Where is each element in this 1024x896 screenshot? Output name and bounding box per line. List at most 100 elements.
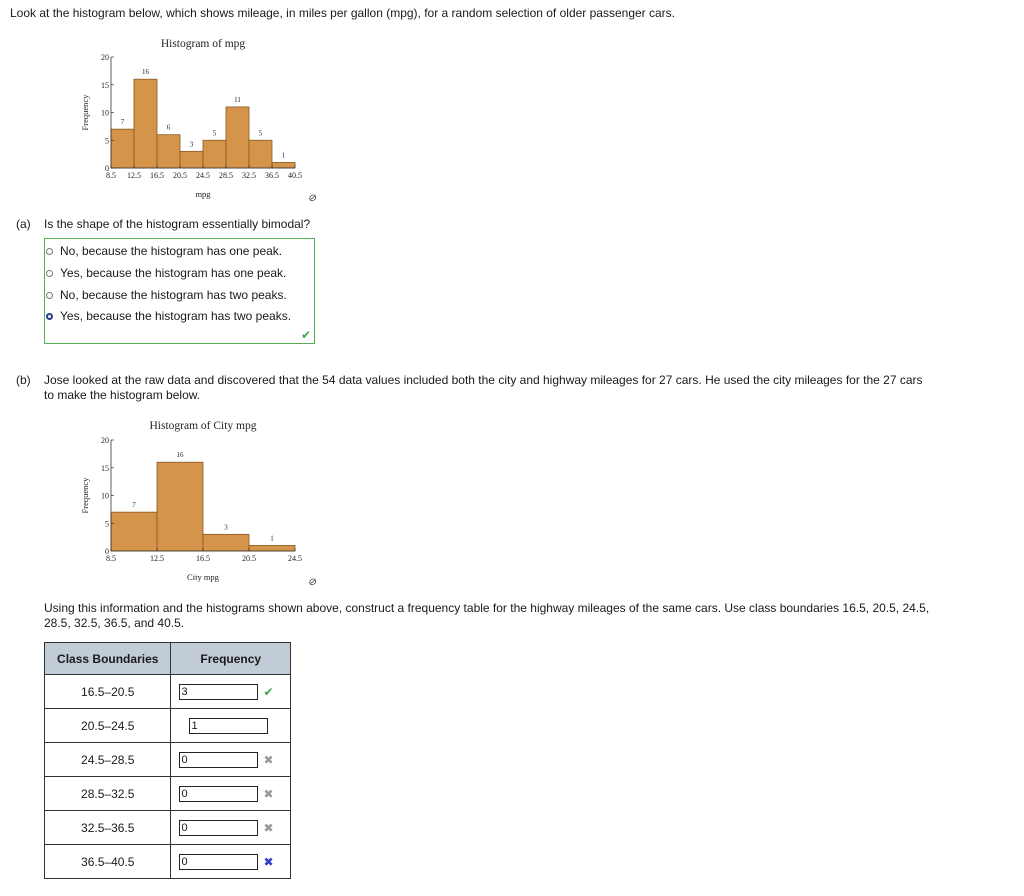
- x-tick-label: 12.5: [150, 554, 164, 563]
- frequency-input[interactable]: 1: [189, 718, 269, 734]
- y-axis-label: Frequency: [80, 477, 90, 514]
- intro-text: Look at the histogram below, which shows…: [10, 6, 675, 20]
- bar-value-label: 3: [224, 523, 228, 531]
- class-boundary-cell: 20.5–24.5: [43, 708, 172, 743]
- x-tick-label: 36.5: [265, 171, 279, 180]
- x-tick-label: 16.5: [196, 554, 210, 563]
- check-icon: ✔: [263, 685, 274, 699]
- x-tick-label: 24.5: [288, 554, 302, 563]
- option-label: Yes, because the histogram has one peak.: [60, 266, 287, 280]
- header-frequency: Frequency: [170, 642, 291, 675]
- x-tick-label: 16.5: [150, 171, 164, 180]
- chart-title: Histogram of City mpg: [149, 420, 256, 432]
- x-tick-label: 40.5: [288, 171, 302, 180]
- x-icon: ✖: [263, 787, 274, 801]
- frequency-cell: 1: [170, 708, 291, 743]
- bar-value-label: 6: [167, 124, 171, 132]
- bar-value-label: 5: [259, 129, 263, 137]
- bar-value-label: 1: [270, 534, 274, 542]
- option-yes-two-peaks[interactable]: Yes, because the histogram has two peaks…: [46, 307, 291, 325]
- y-tick-label: 0: [105, 164, 109, 173]
- frequency-cell: 3 ✔: [170, 674, 291, 709]
- radio-button[interactable]: [46, 269, 53, 277]
- histogram-bar: [202, 533, 250, 552]
- part-a-label: (a): [16, 217, 31, 231]
- info-icon[interactable]: ⊘: [307, 193, 317, 204]
- frequency-input[interactable]: 0: [179, 820, 259, 836]
- x-tick-label: 28.5: [219, 171, 233, 180]
- part-a-question: Is the shape of the histogram essentiall…: [44, 217, 311, 231]
- bar-value-label: 16: [177, 451, 185, 459]
- bar-value-label: 5: [213, 129, 217, 137]
- x-tick-label: 20.5: [173, 171, 187, 180]
- x-tick-label: 8.5: [106, 171, 116, 180]
- frequency-input[interactable]: 3: [179, 684, 259, 700]
- class-boundary-cell: 32.5–36.5: [43, 810, 172, 845]
- option-label: No, because the histogram has one peak.: [60, 244, 283, 258]
- option-no-two-peaks[interactable]: No, because the histogram has two peaks.: [46, 286, 287, 304]
- frequency-input[interactable]: 0: [179, 854, 259, 870]
- option-label: No, because the histogram has two peaks.: [60, 288, 287, 302]
- table-row: 32.5–36.5 0 ✖: [43, 810, 291, 845]
- table-row: 28.5–32.5 0 ✖: [43, 776, 291, 811]
- x-tick-label: 24.5: [196, 171, 210, 180]
- x-tick-label: 12.5: [127, 171, 141, 180]
- x-icon: ✖: [263, 821, 274, 835]
- y-tick-label: 20: [101, 53, 109, 62]
- chart-title: Histogram of mpg: [161, 38, 246, 50]
- y-tick-label: 20: [101, 436, 109, 445]
- bar-value-label: 7: [121, 118, 125, 126]
- table-header-row: Class Boundaries Frequency: [43, 642, 291, 675]
- x-icon: ✖: [263, 753, 274, 767]
- frequency-cell: 0 ✖: [170, 810, 291, 845]
- class-boundary-cell: 28.5–32.5: [43, 776, 172, 811]
- bar-value-label: 3: [190, 140, 194, 148]
- frequency-input[interactable]: 0: [179, 786, 259, 802]
- part-b-text-line2: to make the histogram below.: [44, 388, 201, 402]
- check-icon: ✔: [300, 328, 311, 342]
- y-tick-label: 10: [101, 492, 109, 501]
- frequency-cell: 0 ✖: [170, 776, 291, 811]
- y-tick-label: 15: [101, 464, 109, 473]
- radio-button[interactable]: [46, 247, 53, 255]
- x-tick-label: 8.5: [106, 554, 116, 563]
- info-icon[interactable]: ⊘: [307, 577, 317, 588]
- radio-button-selected[interactable]: [46, 312, 53, 320]
- instructions-line2: 28.5, 32.5, 36.5, and 40.5.: [44, 616, 185, 630]
- class-boundary-cell: 16.5–20.5: [43, 674, 172, 709]
- y-tick-label: 5: [105, 136, 109, 145]
- radio-button[interactable]: [46, 291, 53, 299]
- frequency-table: Class Boundaries Frequency 16.5–20.5 3 ✔…: [43, 642, 291, 879]
- frequency-cell: 0 ✖: [170, 742, 291, 777]
- part-b-text-line1: Jose looked at the raw data and discover…: [44, 373, 923, 387]
- class-boundary-cell: 24.5–28.5: [43, 742, 172, 777]
- part-b-label: (b): [16, 373, 31, 387]
- answer-options-box: No, because the histogram has one peak. …: [44, 238, 315, 344]
- y-tick-label: 15: [101, 81, 109, 90]
- option-no-one-peak[interactable]: No, because the histogram has one peak.: [46, 242, 282, 260]
- bar-value-label: 16: [142, 68, 150, 76]
- table-row: 24.5–28.5 0 ✖: [43, 742, 291, 777]
- bar-value-label: 11: [234, 96, 241, 104]
- x-axis-label: City mpg: [187, 572, 220, 582]
- histogram-bar: [156, 461, 204, 552]
- y-tick-label: 10: [101, 109, 109, 118]
- x-tick-label: 20.5: [242, 554, 256, 563]
- class-boundary-cell: 36.5–40.5: [43, 844, 172, 879]
- x-axis-label: mpg: [195, 189, 211, 199]
- table-row: 36.5–40.5 0 ✖: [43, 844, 291, 879]
- frequency-input[interactable]: 0: [179, 752, 259, 768]
- y-axis-label: Frequency: [80, 94, 90, 131]
- histogram-bar: [110, 511, 158, 552]
- bar-value-label: 7: [132, 501, 136, 509]
- bar-value-label: 1: [282, 151, 286, 159]
- header-class-boundaries: Class Boundaries: [43, 642, 172, 675]
- x-tick-label: 32.5: [242, 171, 256, 180]
- frequency-cell: 0 ✖: [170, 844, 291, 879]
- table-row: 16.5–20.5 3 ✔: [43, 674, 291, 709]
- table-row: 20.5–24.5 1: [43, 708, 291, 743]
- option-yes-one-peak[interactable]: Yes, because the histogram has one peak.: [46, 264, 286, 282]
- x-icon: ✖: [263, 855, 274, 869]
